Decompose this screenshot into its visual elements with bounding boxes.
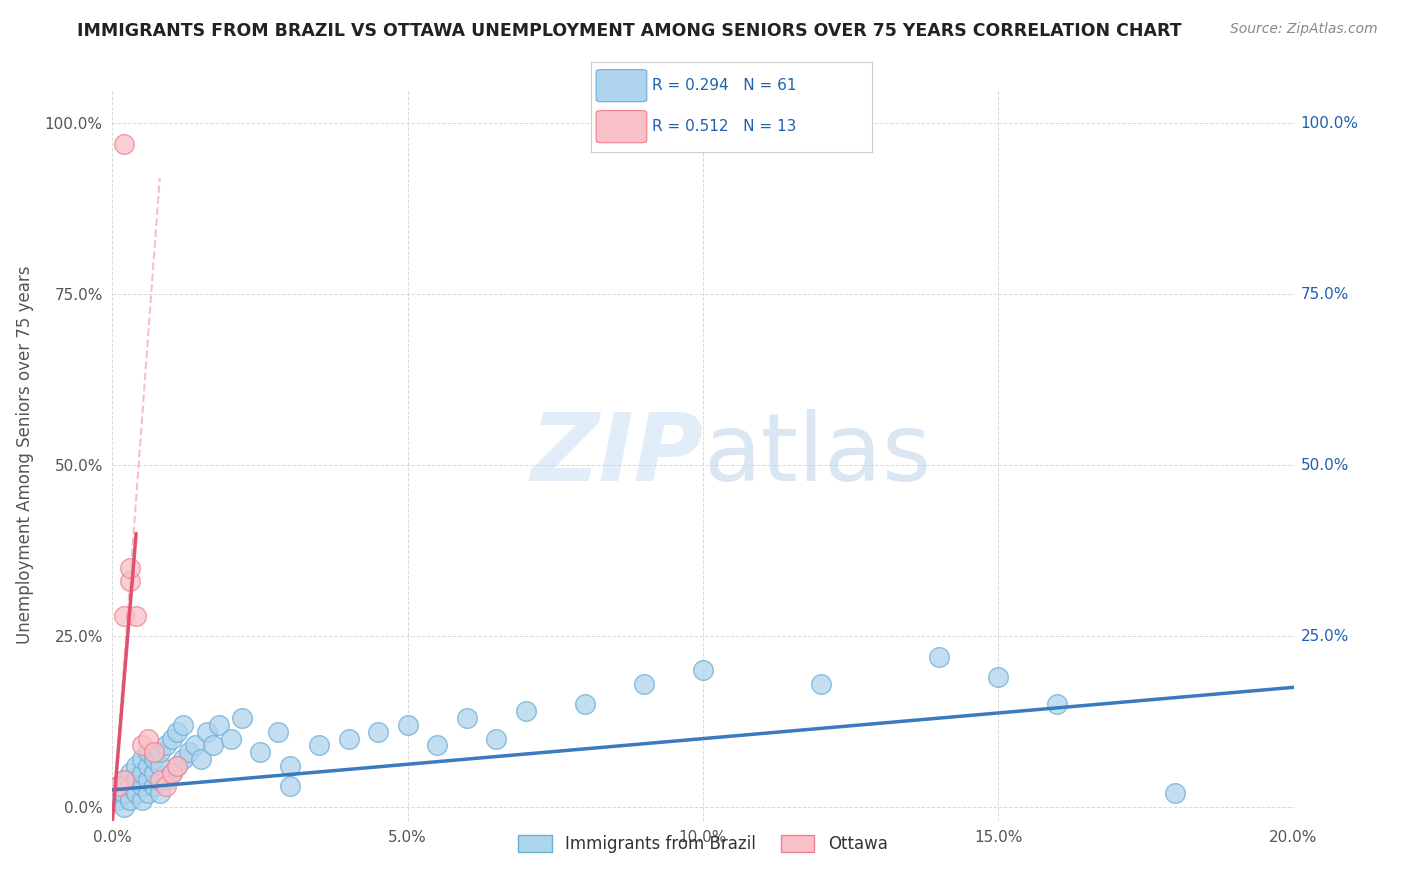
Y-axis label: Unemployment Among Seniors over 75 years: Unemployment Among Seniors over 75 years bbox=[15, 266, 34, 644]
Point bbox=[166, 759, 188, 773]
Point bbox=[184, 739, 207, 753]
Point bbox=[160, 731, 183, 746]
Point bbox=[160, 765, 183, 780]
Point bbox=[131, 793, 153, 807]
Point bbox=[125, 786, 148, 800]
Text: Source: ZipAtlas.com: Source: ZipAtlas.com bbox=[1230, 22, 1378, 37]
Point bbox=[120, 793, 142, 807]
Point bbox=[136, 786, 159, 800]
Point bbox=[928, 649, 950, 664]
Legend: Immigrants from Brazil, Ottawa: Immigrants from Brazil, Ottawa bbox=[512, 829, 894, 860]
Point bbox=[172, 718, 194, 732]
Point bbox=[142, 752, 165, 766]
Point bbox=[426, 739, 449, 753]
Point bbox=[810, 677, 832, 691]
Point bbox=[1046, 698, 1069, 712]
Point bbox=[120, 574, 142, 589]
Point bbox=[125, 759, 148, 773]
Point bbox=[149, 745, 172, 759]
Point bbox=[107, 793, 129, 807]
Text: atlas: atlas bbox=[703, 409, 931, 501]
FancyBboxPatch shape bbox=[596, 70, 647, 102]
Point bbox=[396, 718, 419, 732]
Text: 25.0%: 25.0% bbox=[1301, 629, 1348, 643]
Point bbox=[136, 772, 159, 787]
Point bbox=[692, 663, 714, 677]
Point bbox=[166, 724, 188, 739]
Point bbox=[249, 745, 271, 759]
Point bbox=[112, 608, 135, 623]
Point bbox=[149, 772, 172, 787]
Point bbox=[987, 670, 1010, 684]
Point bbox=[308, 739, 330, 753]
Point bbox=[337, 731, 360, 746]
Point bbox=[142, 765, 165, 780]
Point bbox=[125, 608, 148, 623]
Text: R = 0.512   N = 13: R = 0.512 N = 13 bbox=[652, 120, 797, 134]
Point bbox=[155, 780, 177, 794]
Point bbox=[136, 759, 159, 773]
Point bbox=[278, 780, 301, 794]
Point bbox=[142, 780, 165, 794]
Point bbox=[160, 765, 183, 780]
Point bbox=[633, 677, 655, 691]
Point bbox=[136, 745, 159, 759]
Point bbox=[172, 752, 194, 766]
Point bbox=[574, 698, 596, 712]
Text: 75.0%: 75.0% bbox=[1301, 286, 1348, 301]
Point bbox=[155, 772, 177, 787]
Point bbox=[195, 724, 218, 739]
Point bbox=[201, 739, 224, 753]
Point bbox=[179, 745, 201, 759]
Point bbox=[120, 780, 142, 794]
Point bbox=[190, 752, 212, 766]
Point bbox=[120, 765, 142, 780]
Point bbox=[1164, 786, 1187, 800]
Point bbox=[131, 780, 153, 794]
Point bbox=[267, 724, 290, 739]
Point bbox=[112, 772, 135, 787]
Point bbox=[367, 724, 389, 739]
Point bbox=[278, 759, 301, 773]
Point bbox=[149, 759, 172, 773]
Point bbox=[515, 704, 537, 718]
Point bbox=[485, 731, 508, 746]
Point bbox=[149, 786, 172, 800]
Point bbox=[112, 786, 135, 800]
Point bbox=[131, 739, 153, 753]
Point bbox=[208, 718, 231, 732]
Point bbox=[112, 800, 135, 814]
Point bbox=[142, 745, 165, 759]
Point bbox=[136, 731, 159, 746]
Text: 100.0%: 100.0% bbox=[1301, 116, 1358, 131]
Text: ZIP: ZIP bbox=[530, 409, 703, 501]
Point bbox=[125, 772, 148, 787]
Point bbox=[131, 765, 153, 780]
Text: IMMIGRANTS FROM BRAZIL VS OTTAWA UNEMPLOYMENT AMONG SENIORS OVER 75 YEARS CORREL: IMMIGRANTS FROM BRAZIL VS OTTAWA UNEMPLO… bbox=[77, 22, 1182, 40]
Point bbox=[107, 780, 129, 794]
FancyBboxPatch shape bbox=[596, 111, 647, 143]
Point bbox=[112, 136, 135, 151]
Text: 50.0%: 50.0% bbox=[1301, 458, 1348, 473]
Point bbox=[112, 772, 135, 787]
Point bbox=[456, 711, 478, 725]
Point bbox=[231, 711, 253, 725]
Point bbox=[120, 560, 142, 574]
Text: R = 0.294   N = 61: R = 0.294 N = 61 bbox=[652, 78, 797, 93]
Point bbox=[155, 739, 177, 753]
Point bbox=[131, 752, 153, 766]
Point bbox=[107, 780, 129, 794]
Point bbox=[219, 731, 242, 746]
Point bbox=[166, 759, 188, 773]
